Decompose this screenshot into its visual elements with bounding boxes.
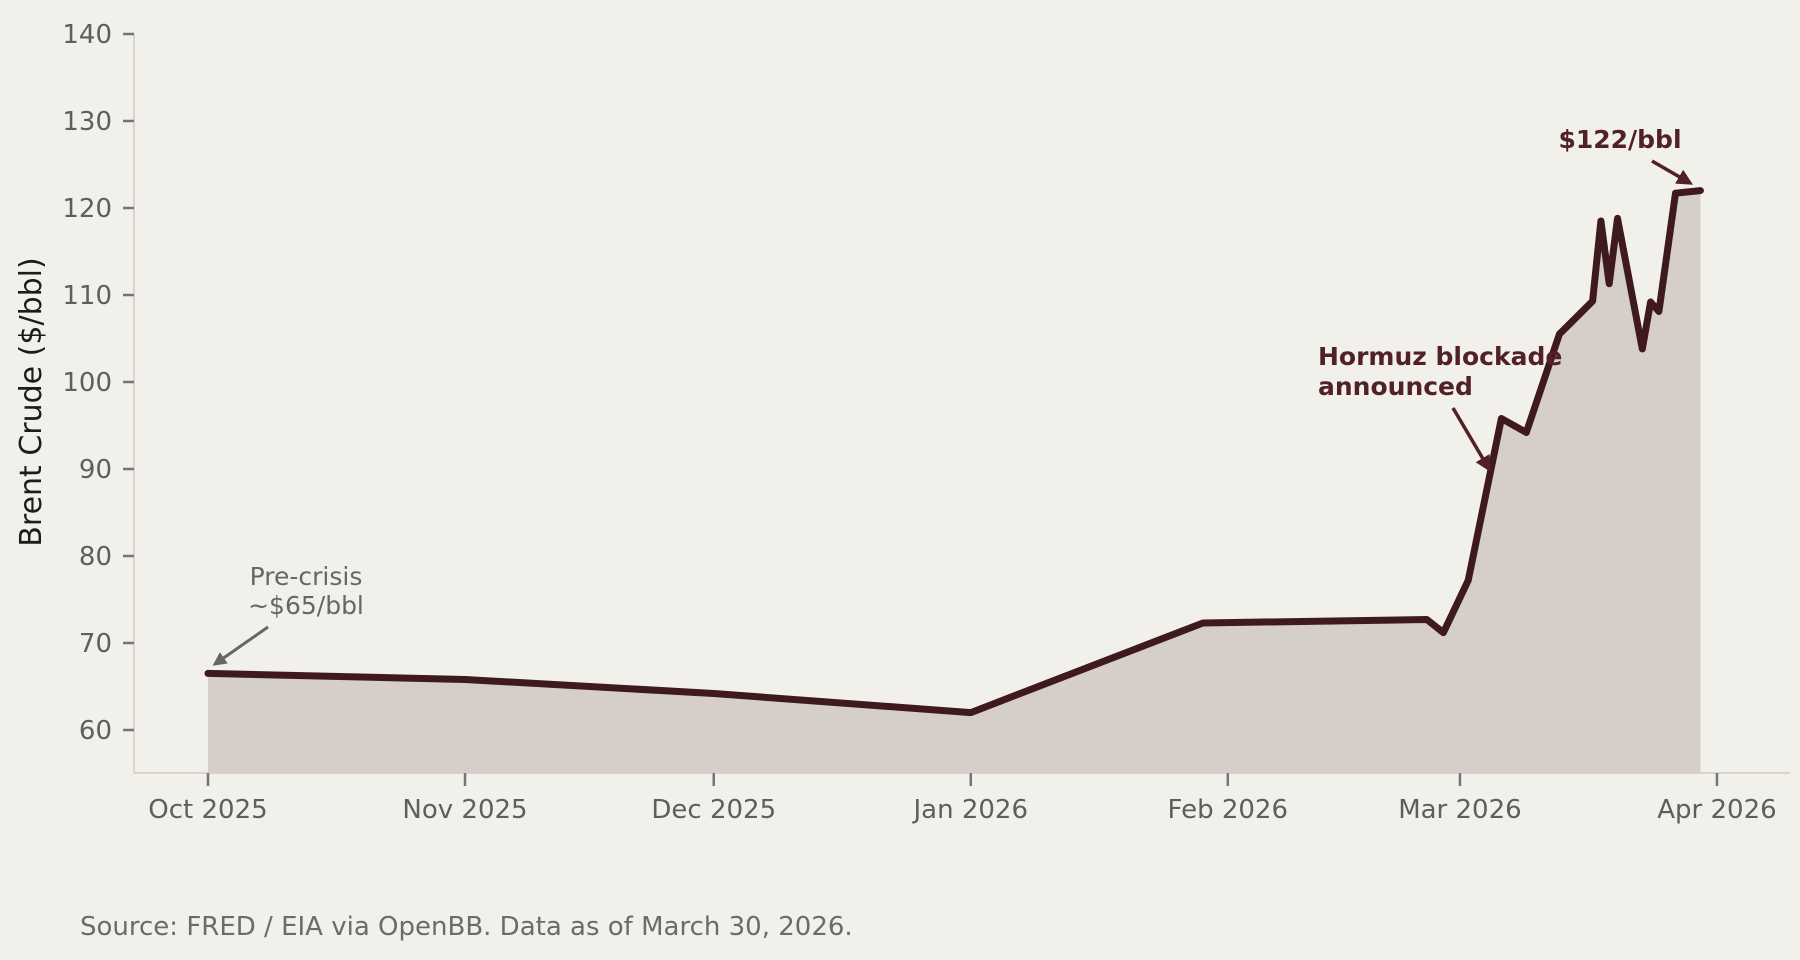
source-note: Source: FRED / EIA via OpenBB. Data as o… [80, 912, 853, 942]
y-tick-label: 80 [79, 542, 112, 572]
price-line [204, 187, 1704, 717]
annotation-arrow-peak-price [1651, 159, 1694, 185]
x-tick-label: Mar 2026 [1398, 795, 1522, 825]
y-tick-label: 120 [62, 194, 112, 224]
x-tick-label: Feb 2026 [1168, 795, 1288, 825]
annotation-text-pre-crisis: ~$65/bbl [248, 591, 364, 620]
annotation-text-hormuz-blockade: Hormuz blockade [1318, 342, 1562, 371]
y-tick-label: 60 [79, 716, 112, 746]
annotation-text-peak-price: $122/bbl [1558, 125, 1681, 154]
y-tick-label: 70 [79, 629, 112, 659]
annotation-text-hormuz-blockade: announced [1318, 372, 1473, 401]
y-axis-title: Brent Crude ($/bbl) [14, 257, 49, 546]
y-tick-label: 140 [62, 20, 112, 50]
y-tick-label: 90 [79, 455, 112, 485]
y-axis-ticks: 140 130 120 110 100 90 80 70 60 [62, 20, 134, 746]
x-axis-ticks: Oct 2025 Nov 2025 Dec 2025 Jan 2026 Feb 2026… [148, 773, 1777, 825]
annotations: Pre-crisis~$65/bbl Hormuz blockadeannounc… [212, 125, 1694, 666]
annotation-arrow-hormuz-blockade [1451, 407, 1491, 473]
x-tick-label: Nov 2025 [402, 795, 527, 825]
x-tick-label: Jan 2026 [912, 795, 1029, 825]
y-tick-label: 100 [62, 368, 112, 398]
y-tick-label: 130 [62, 107, 112, 137]
x-tick-label: Dec 2025 [651, 795, 776, 825]
x-tick-label: Oct 2025 [148, 795, 267, 825]
annotation-text-pre-crisis: Pre-crisis [250, 562, 363, 591]
y-tick-label: 110 [62, 281, 112, 311]
price-area-fill [208, 190, 1701, 774]
annotation-arrow-pre-crisis [212, 625, 269, 666]
x-tick-label: Apr 2026 [1657, 795, 1776, 825]
